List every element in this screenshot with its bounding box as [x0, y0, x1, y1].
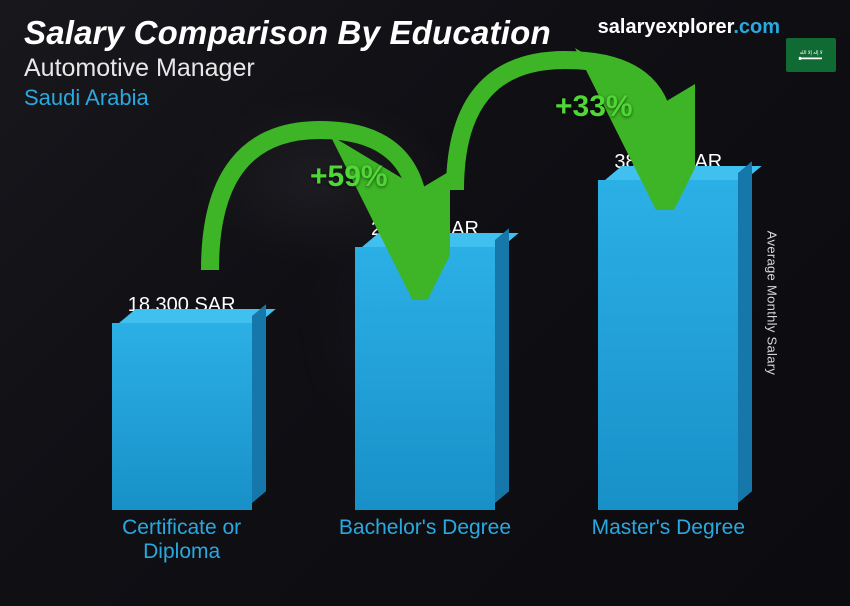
bars-container: 18,300 SAR 29,200 SAR 38,900 SAR — [60, 140, 790, 510]
country-name: Saudi Arabia — [24, 85, 551, 111]
bar-label-0: Certificate or Diploma — [92, 516, 272, 576]
bar-label-2: Master's Degree — [578, 516, 758, 576]
bar-2: 38,900 SAR — [578, 151, 758, 510]
bar-label-1: Bachelor's Degree — [335, 516, 515, 576]
country-flag-icon: لا إله إلا الله — [786, 38, 836, 72]
page-title: Salary Comparison By Education — [24, 14, 551, 52]
content-root: Salary Comparison By Education Automotiv… — [0, 0, 850, 606]
bar-1: 29,200 SAR — [335, 218, 515, 510]
svg-text:لا إله إلا الله: لا إله إلا الله — [799, 50, 822, 56]
brand-name: salaryexplorer — [598, 16, 734, 38]
salary-chart: 18,300 SAR 29,200 SAR 38,900 SAR Certifica… — [60, 140, 790, 576]
job-subtitle: Automotive Manager — [24, 54, 551, 83]
header: Salary Comparison By Education Automotiv… — [24, 14, 551, 111]
brand-suffix: .com — [733, 16, 780, 38]
brand-logo: salaryexplorer.com — [598, 16, 780, 39]
x-labels: Certificate or Diploma Bachelor's Degree M… — [60, 516, 790, 576]
pct-increase-1: +59% — [310, 160, 388, 194]
pct-increase-2: +33% — [555, 90, 633, 124]
bar-rect-1 — [355, 247, 495, 510]
bar-0: 18,300 SAR — [92, 294, 272, 510]
bar-rect-0 — [112, 323, 252, 510]
bar-rect-2 — [598, 180, 738, 510]
